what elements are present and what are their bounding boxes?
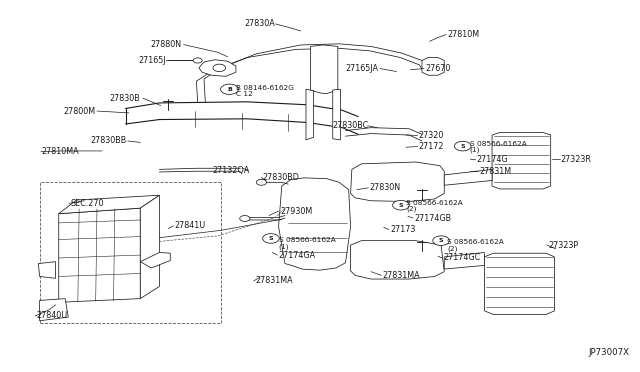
Text: 27132QA: 27132QA: [212, 166, 250, 174]
Text: C 12: C 12: [236, 92, 253, 97]
Polygon shape: [484, 253, 554, 314]
Text: S 08566-6162A: S 08566-6162A: [447, 240, 504, 246]
Polygon shape: [351, 241, 444, 279]
Text: S 08566-6162A: S 08566-6162A: [406, 200, 463, 206]
Text: 27172: 27172: [419, 142, 444, 151]
Text: 27800M: 27800M: [63, 106, 96, 116]
Circle shape: [193, 58, 202, 63]
Text: (1): (1): [278, 243, 289, 250]
Bar: [40, 182, 221, 323]
Polygon shape: [278, 178, 351, 270]
Text: 27930M: 27930M: [280, 206, 313, 216]
Text: B 08146-6162G: B 08146-6162G: [236, 85, 294, 91]
Text: 27830BD: 27830BD: [262, 173, 300, 182]
Text: 27173: 27173: [390, 225, 415, 234]
Text: S: S: [269, 236, 273, 241]
Polygon shape: [444, 169, 492, 185]
Text: SEC.270: SEC.270: [70, 199, 104, 208]
Circle shape: [393, 201, 409, 210]
Text: 27830N: 27830N: [370, 183, 401, 192]
Circle shape: [433, 236, 449, 246]
Text: 27830BC: 27830BC: [332, 121, 369, 130]
Text: 27831M: 27831M: [479, 167, 511, 176]
Polygon shape: [59, 208, 140, 302]
Text: S 08566-6162A: S 08566-6162A: [278, 237, 335, 243]
Text: S: S: [399, 203, 403, 208]
Text: (2): (2): [447, 246, 458, 252]
Text: 27165J: 27165J: [138, 56, 166, 65]
Polygon shape: [492, 132, 550, 189]
Text: 27810MA: 27810MA: [41, 147, 79, 156]
Polygon shape: [333, 89, 340, 140]
Text: 27830BB: 27830BB: [90, 137, 126, 145]
Text: S: S: [439, 238, 444, 243]
Text: (1): (1): [470, 147, 480, 153]
Polygon shape: [422, 58, 444, 75]
Text: B: B: [227, 87, 232, 92]
Text: 27174GA: 27174GA: [278, 251, 316, 260]
Text: 27841U: 27841U: [175, 221, 206, 230]
Polygon shape: [140, 253, 170, 268]
Text: 27320: 27320: [419, 131, 444, 140]
Circle shape: [262, 234, 279, 243]
Polygon shape: [38, 262, 56, 278]
Polygon shape: [59, 195, 159, 214]
Text: 27831MA: 27831MA: [383, 271, 420, 280]
Text: 27670: 27670: [425, 64, 451, 73]
Polygon shape: [199, 60, 236, 76]
Polygon shape: [444, 253, 484, 269]
Text: 27840U: 27840U: [36, 311, 68, 320]
Text: S 08566-6162A: S 08566-6162A: [470, 141, 527, 147]
Text: JP73007X: JP73007X: [588, 349, 629, 357]
Circle shape: [213, 64, 226, 71]
Circle shape: [221, 84, 239, 94]
Text: 27174GB: 27174GB: [414, 214, 451, 222]
Text: 27323P: 27323P: [548, 241, 579, 250]
Text: (2): (2): [406, 206, 417, 212]
Text: 27174GC: 27174GC: [443, 253, 480, 263]
Text: S: S: [460, 144, 465, 149]
Text: 27323R: 27323R: [561, 155, 592, 164]
Text: 27165JA: 27165JA: [346, 64, 379, 73]
Text: 27830A: 27830A: [244, 19, 275, 28]
Circle shape: [454, 141, 471, 151]
Text: 27830B: 27830B: [109, 94, 140, 103]
Circle shape: [240, 215, 250, 221]
Text: 27174G: 27174G: [476, 155, 508, 164]
Polygon shape: [140, 195, 159, 299]
Text: 27810M: 27810M: [447, 30, 479, 39]
Circle shape: [256, 179, 266, 185]
Text: 27880N: 27880N: [150, 40, 181, 49]
Polygon shape: [40, 299, 68, 321]
Polygon shape: [306, 89, 314, 140]
Polygon shape: [351, 162, 444, 202]
Polygon shape: [310, 45, 338, 94]
Text: 27831MA: 27831MA: [255, 276, 292, 285]
